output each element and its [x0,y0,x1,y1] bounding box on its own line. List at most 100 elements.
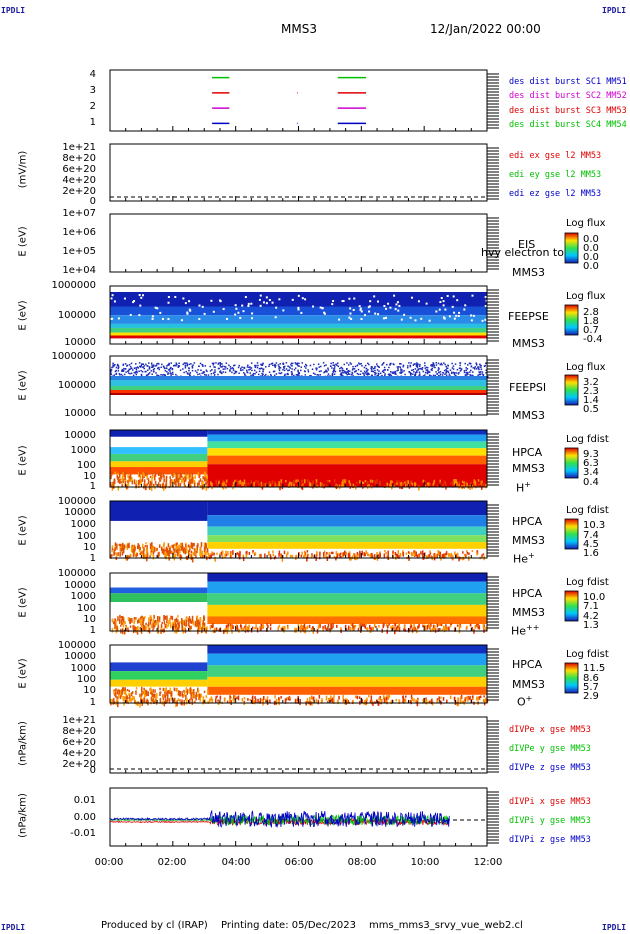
hpca-o-speck [164,698,167,705]
hpca-o-speck [159,697,162,704]
feepsi-speck [414,374,416,377]
hpca-o-speck [131,697,134,701]
hpca-h-speck [297,485,299,489]
hpca-o-speck [430,701,433,705]
hpca-hepp-speck [120,624,122,627]
hpca-o-speck [155,697,158,703]
hpca-he-speck [216,552,218,555]
feepsi-speck [166,370,168,373]
hpca-he-speck [219,554,221,557]
hpca-hepp-speck [188,625,191,629]
hpca-hepp-speck [158,617,161,622]
hpca-he-speck [115,556,118,561]
feepsi-speck [391,372,394,374]
feepsi-speck [424,371,427,374]
hpca-hepp-speck [418,623,420,628]
feepsi-speck [451,362,453,365]
hpca-he-speck [219,552,221,556]
hpca-h-speck [181,478,183,483]
feepsi-speck [400,368,402,370]
feepsi-speck [169,372,172,375]
feepsi-speck [350,363,352,365]
hpca-hepp-speck [158,616,161,620]
hpca-he-speck [160,546,163,551]
hpca-hepp-speck [247,627,250,630]
feepsi-speck [365,367,368,370]
hpca-hepp-speck [139,618,141,622]
feepsi-speck [110,369,112,371]
hpca-hepp-speck [319,623,321,628]
feepsi-speck [394,370,397,373]
feepsi-speck [176,363,178,366]
hpca-hepp-speck [148,621,150,627]
hpca-hepp-speck [259,628,262,632]
feepsi-speck [169,367,172,370]
hpca-o-speck [473,701,475,705]
hpca-hepp-speck [143,624,146,631]
hpca-he-speck [280,555,282,559]
xtick-0400: 04:00 [221,857,251,868]
hpca-hepp-speck [330,627,333,630]
hpca-h-speck [124,474,126,480]
feepsi-speck [459,362,461,364]
panel-frame [109,69,488,132]
hpca-o-speck [278,701,280,705]
hpca-o-speck [167,691,170,694]
hpca-h-speck [184,476,187,482]
hpca-h-speck [169,480,172,487]
hpca-h-speck [168,485,170,489]
feepsi-speck [348,373,351,375]
eis-ytick-0: 1e+07 [62,208,96,219]
feepsi-speck [477,366,479,368]
hpca-hepp-speck [353,625,355,631]
hpca-he-speck [189,546,192,549]
hpca-h-speck [181,475,183,478]
hpca-hepp-speck [247,628,249,633]
hpca-h-speck [137,479,140,486]
hpca-he-speck [448,553,450,557]
hpca-o-speck [179,699,181,702]
hpca-o-speck [430,700,433,705]
feepsi-speck [484,364,486,367]
hpca-hepp-speck [287,625,289,630]
hpca-h-speck [300,485,303,489]
hpca-o-speck [425,699,428,705]
edi-ytick-2: 6e+20 [62,164,96,175]
feepsi-speck [323,365,326,367]
hpca-h-speck [159,474,162,479]
hpca-h-speck [429,482,432,486]
hpca-hepp-speck [223,629,225,634]
hpca-h-speck [454,479,456,483]
feepsi-speck [169,372,172,374]
hpca-hepp-speck [325,628,328,632]
feepsi-speck [333,367,335,370]
hpca-h-speck [445,485,447,490]
hpca-he-speck [449,554,451,557]
hpca-o-speck [202,696,205,701]
feepsi-speck [188,369,190,372]
feepsi-speck [209,370,212,372]
hpca-hepp-speck [115,625,118,632]
colorbar [564,304,579,336]
hpca-hepp-species-name: He [511,624,527,638]
hpca-h-speck [410,480,412,483]
feepsi-speck [384,374,386,377]
xtick-1200: 12:00 [473,857,503,868]
hpca-he-speck [193,548,196,551]
hpca-hepp-speck [303,626,306,632]
feepsi-speck [201,364,204,366]
hpca-o-speck [457,700,459,706]
eis-ytick-2: 1e+05 [62,246,96,257]
feepse-label: FEEPSE [508,310,549,323]
hpca-o-speck [150,692,153,695]
hpca-hepp-speck [469,624,472,627]
hpca-he-speck [358,553,361,558]
hpca-o-speck [346,699,348,703]
hpca-hepp-speck [318,624,320,628]
hpca-hepp-speck [149,615,152,620]
feepsi-speck [485,362,487,365]
hpca-h-speck [178,477,180,483]
hpca-h-band [110,453,208,462]
hpca-h-speck [264,483,267,488]
feepsi-speck [341,367,344,370]
